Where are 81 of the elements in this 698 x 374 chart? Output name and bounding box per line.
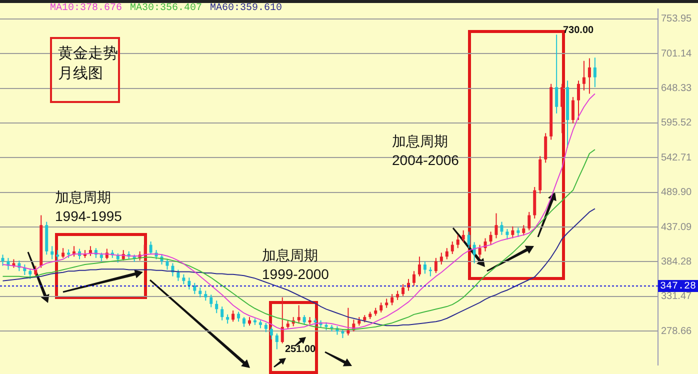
candlestick — [380, 302, 383, 313]
candlestick — [588, 58, 591, 94]
candlestick — [198, 286, 202, 298]
candlestick — [467, 231, 470, 249]
candlestick — [385, 298, 388, 308]
candlestick — [1, 254, 4, 266]
candlestick — [28, 268, 32, 280]
candlestick — [450, 241, 454, 254]
text: MA10:378.676 — [50, 3, 122, 14]
candlestick — [144, 234, 147, 258]
y-tick-label: 278.66 — [661, 326, 692, 337]
annotation: 加息周期 1999-2000 — [262, 246, 329, 284]
candlestick — [445, 248, 448, 260]
candlestick — [193, 282, 196, 295]
candlestick — [215, 300, 218, 314]
candlestick — [412, 270, 416, 286]
candlestick — [522, 224, 526, 236]
candlestick — [494, 212, 498, 239]
candlestick — [544, 132, 548, 164]
candlestick — [560, 83, 564, 134]
y-tick-label: 489.90 — [661, 187, 692, 198]
candlestick — [582, 60, 586, 91]
candlestick — [418, 256, 421, 277]
annotation: 加息周期 1994-1995 — [55, 188, 122, 226]
y-tick-label: 542.71 — [661, 152, 692, 164]
candlestick — [555, 34, 558, 114]
candlestick — [275, 332, 278, 350]
candlestick — [188, 277, 191, 290]
annotation: 730.00 — [563, 25, 594, 37]
candlestick — [516, 227, 520, 238]
candlestick — [572, 96, 575, 124]
candlestick — [506, 228, 509, 240]
y-tick-label: 437.09 — [661, 222, 692, 233]
candlestick — [280, 296, 284, 344]
candlestick — [50, 246, 54, 260]
candlestick — [402, 284, 405, 297]
candlestick — [500, 221, 504, 236]
candlestick — [302, 314, 306, 326]
candlestick — [593, 57, 596, 88]
candlestick — [242, 316, 246, 328]
candlestick — [232, 310, 235, 322]
ref-line-label: 347.28 — [660, 282, 696, 293]
candlestick — [237, 311, 240, 322]
candlestick — [270, 326, 273, 340]
candlestick — [149, 241, 152, 256]
y-tick-label: 384.28 — [661, 256, 692, 268]
candlestick — [576, 80, 580, 121]
candlestick — [390, 294, 394, 306]
text: 黄金走势月线图 — [50, 37, 120, 103]
annotation: 加息周期 2004-2006 — [392, 132, 459, 170]
candlestick — [423, 260, 426, 274]
text: MA30:356.407 — [130, 3, 202, 14]
candlestick — [489, 231, 492, 246]
candlestick — [220, 306, 224, 321]
text: MA60:359.610 — [210, 3, 282, 14]
candlestick — [62, 248, 65, 258]
candlestick — [434, 257, 438, 274]
y-tick-label: 595.52 — [661, 118, 692, 129]
candlestick — [56, 250, 60, 262]
y-tick-label: 331.47 — [661, 291, 692, 302]
candlestick — [346, 307, 350, 336]
candlestick — [456, 234, 460, 249]
candlestick — [264, 322, 268, 333]
candlestick — [210, 294, 213, 308]
candlestick — [116, 252, 120, 264]
candlestick — [176, 269, 180, 282]
candlestick — [396, 290, 400, 300]
y-tick-label: 701.14 — [661, 48, 692, 60]
y-tick-label: 753.95 — [661, 14, 692, 25]
candlestick — [511, 226, 514, 239]
candlestick — [166, 258, 169, 270]
candlestick — [297, 304, 300, 324]
candlestick — [34, 265, 38, 277]
candlestick — [204, 290, 208, 302]
candlestick — [226, 314, 230, 324]
candlestick — [478, 244, 482, 258]
candlestick — [440, 252, 443, 266]
y-tick-label: 648.33 — [661, 83, 692, 94]
candlestick — [462, 230, 465, 243]
candlestick — [528, 211, 531, 231]
candlestick — [182, 274, 186, 285]
